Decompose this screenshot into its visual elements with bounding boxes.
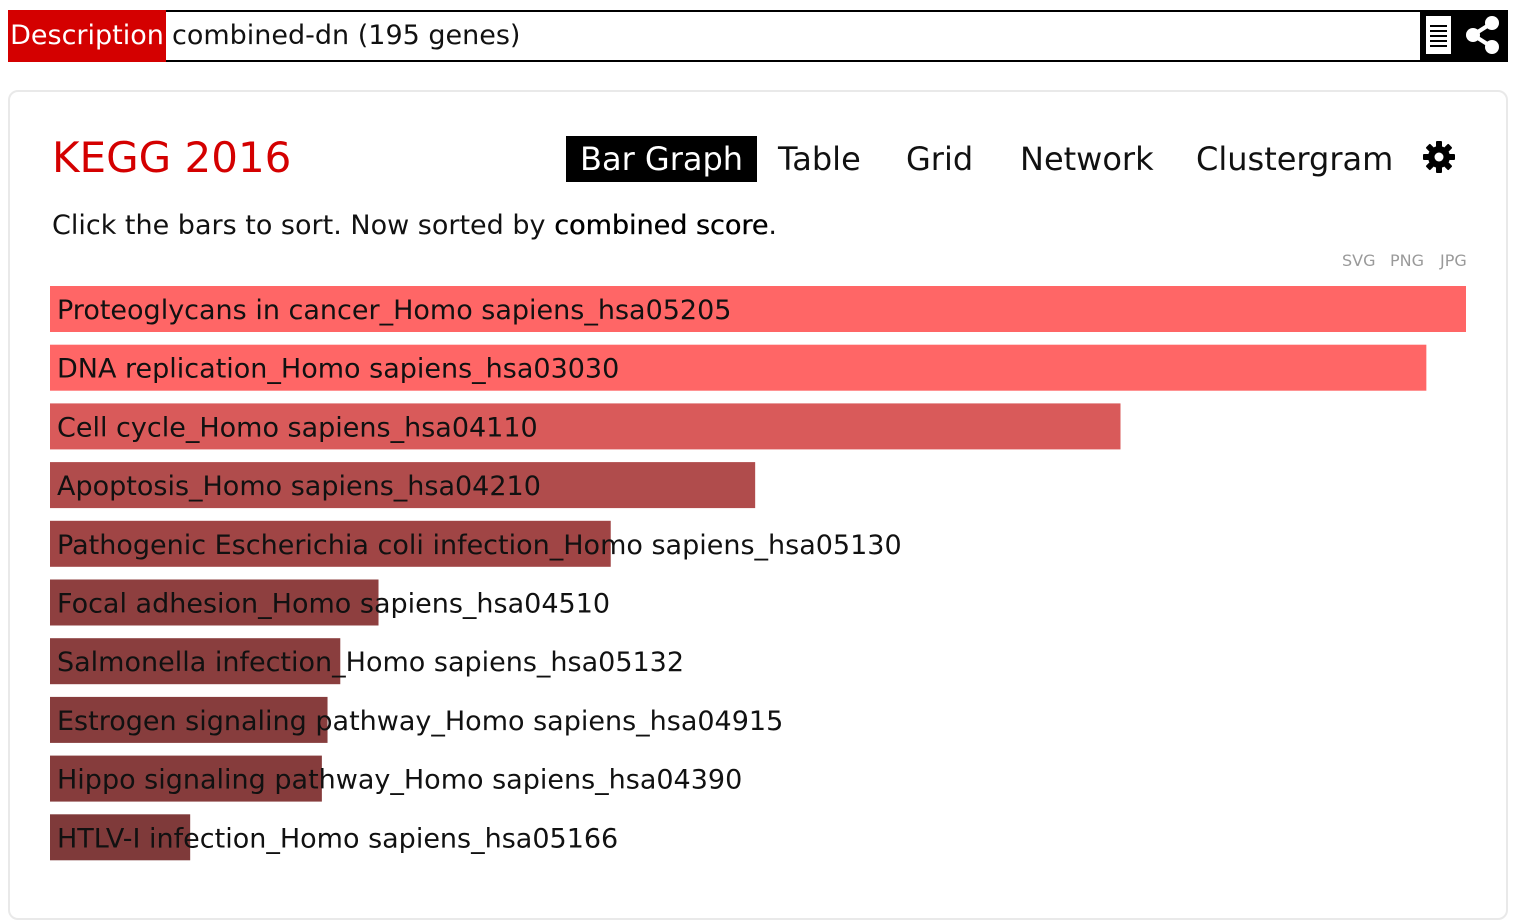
- tab-grid[interactable]: Grid: [906, 140, 974, 178]
- library-title: KEGG 2016: [52, 133, 292, 182]
- bar[interactable]: [50, 814, 191, 861]
- bar[interactable]: [50, 344, 1427, 391]
- bar-label: Cell cycle_Homo sapiens_hsa04110: [57, 412, 538, 443]
- tab-bar-graph[interactable]: Bar Graph: [566, 136, 758, 182]
- gear-icon[interactable]: [1422, 140, 1456, 174]
- bar[interactable]: [50, 520, 611, 567]
- bar[interactable]: [50, 638, 341, 685]
- bar-label: Pathogenic Escherichia coli infection_Ho…: [57, 530, 902, 561]
- description-label: Description: [8, 10, 166, 62]
- bar-label: Proteoglycans in cancer_Homo sapiens_hsa…: [57, 295, 731, 326]
- bar-label: DNA replication_Homo sapiens_hsa03030: [57, 354, 619, 385]
- bar[interactable]: [50, 403, 1121, 450]
- document-icon[interactable]: [1424, 14, 1453, 56]
- tab-clustergram[interactable]: Clustergram: [1196, 140, 1394, 178]
- bar[interactable]: [50, 462, 756, 509]
- tab-network[interactable]: Network: [1020, 140, 1154, 178]
- bar-label: HTLV-I infection_Homo sapiens_hsa05166: [57, 823, 618, 854]
- bar-label: Estrogen signaling pathway_Homo sapiens_…: [57, 706, 783, 737]
- bar-label: Hippo signaling pathway_Homo sapiens_hsa…: [57, 765, 742, 796]
- share-icon[interactable]: [1462, 14, 1504, 56]
- export-svg-link[interactable]: SVG: [1342, 251, 1376, 270]
- bar[interactable]: [50, 755, 322, 802]
- sort-note-suffix: .: [768, 210, 777, 241]
- export-png-link[interactable]: PNG: [1390, 251, 1425, 270]
- export-jpg-link[interactable]: JPG: [1440, 251, 1467, 270]
- description-text: combined-dn (195 genes): [172, 20, 521, 51]
- sort-instructions: Click the bars to sort. Now sorted by co…: [52, 206, 777, 246]
- sort-key: combined score: [554, 210, 769, 241]
- bar[interactable]: [50, 286, 1466, 332]
- description-bar: Description combined-dn (195 genes): [8, 10, 1508, 62]
- description-toolbar: [1420, 10, 1508, 62]
- tab-table[interactable]: Table: [778, 140, 861, 178]
- bar-label: Apoptosis_Homo sapiens_hsa04210: [57, 471, 541, 502]
- bar-label: Salmonella infection_Homo sapiens_hsa051…: [57, 647, 684, 678]
- bar[interactable]: [50, 696, 328, 743]
- bar[interactable]: [50, 579, 379, 626]
- bar-label: Focal adhesion_Homo sapiens_hsa04510: [57, 589, 610, 620]
- sort-note-prefix: Click the bars to sort. Now sorted by: [52, 210, 546, 241]
